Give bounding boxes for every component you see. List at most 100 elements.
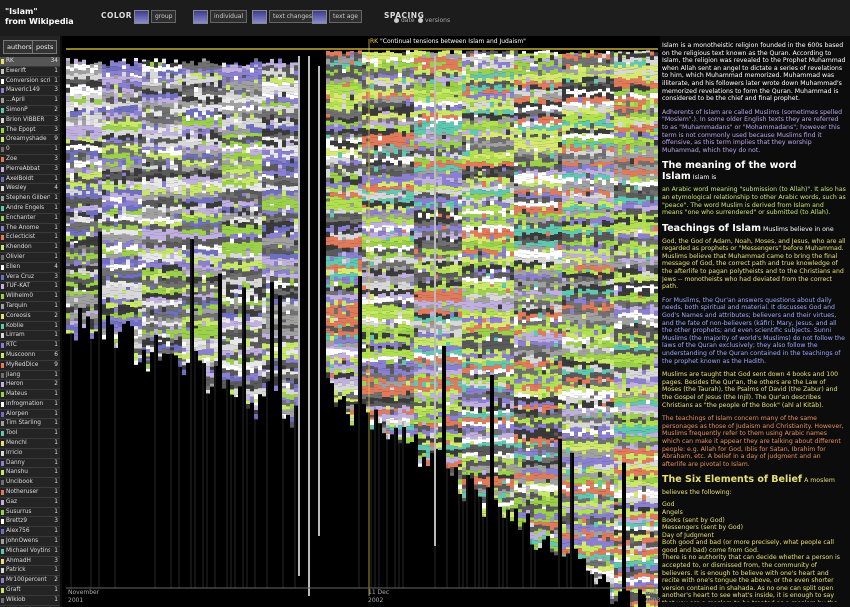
text-segment <box>70 130 74 134</box>
text-segment <box>182 250 186 254</box>
author-row[interactable]: ...April 1 <box>0 96 60 106</box>
text-segment <box>138 351 142 355</box>
author-row[interactable]: Tool 1 <box>0 429 60 440</box>
author-row[interactable]: PierreAbbat 3 <box>0 165 60 175</box>
text-segment <box>74 157 78 161</box>
author-row[interactable]: Eclecticist 1 <box>0 233 60 244</box>
author-row[interactable]: Nanshu 1 <box>0 468 60 479</box>
author-row[interactable]: Jiang 1 <box>0 371 60 381</box>
author-row[interactable]: Wesley 4 <box>0 184 60 195</box>
author-row[interactable]: MyRedDice 9 <box>0 361 60 371</box>
author-row[interactable]: Danny 1 <box>0 459 60 469</box>
text-segment <box>126 79 130 83</box>
color-option[interactable]: text age <box>312 9 362 24</box>
author-row[interactable]: Gaz 1 <box>0 498 60 508</box>
text-segment <box>154 116 158 119</box>
text-segment <box>110 302 114 309</box>
text-segment <box>222 304 226 309</box>
author-row[interactable]: TUF-KAT 1 <box>0 282 60 293</box>
text-segment <box>122 192 126 198</box>
author-row[interactable]: Coreosis 2 <box>0 312 60 322</box>
author-row[interactable]: Mateus 1 <box>0 390 60 400</box>
author-row[interactable]: Brion VIBBER 3 <box>0 116 60 126</box>
text-segment <box>266 234 270 238</box>
text-segment <box>174 294 178 300</box>
spacing-radio[interactable]: versions <box>418 17 450 24</box>
text-segment <box>234 212 238 217</box>
author-row[interactable]: Andre Engels 1 <box>0 204 60 214</box>
text-segment <box>250 124 254 128</box>
author-row[interactable]: RTC 1 <box>0 341 60 351</box>
author-row[interactable]: Alex756 1 <box>0 527 60 538</box>
author-row[interactable]: Michael Voytinsky1 <box>0 547 60 557</box>
author-row[interactable]: Mr100percent 2 <box>0 576 60 587</box>
text-segment <box>286 113 290 117</box>
author-row[interactable]: Muscoonn 6 <box>0 351 60 361</box>
author-row[interactable]: Zoe 3 <box>0 155 60 165</box>
text-segment <box>326 346 330 349</box>
color-option[interactable]: individual <box>193 9 248 24</box>
text-segment <box>94 210 98 216</box>
tab[interactable]: authors <box>3 40 36 54</box>
author-row[interactable]: Lirram 1 <box>0 331 60 342</box>
author-row[interactable]: Alorpen 1 <box>0 410 60 420</box>
text-segment <box>242 84 246 89</box>
author-row[interactable]: Brettz9 3 <box>0 517 60 528</box>
author-row[interactable]: Notheruser 1 <box>0 488 60 498</box>
author-row[interactable]: Menchi 1 <box>0 439 60 449</box>
author-row[interactable]: Enchanter 1 <box>0 214 60 224</box>
author-row[interactable]: Koblie 1 <box>0 322 60 332</box>
author-row[interactable]: Infrogmation 1 <box>0 400 60 410</box>
author-row[interactable]: Olivier 1 <box>0 253 60 263</box>
author-swatch <box>1 460 4 466</box>
author-row[interactable]: RK 34 <box>0 57 60 67</box>
author-row[interactable]: Khendon 1 <box>0 243 60 253</box>
author-row[interactable]: Ellen 4 <box>0 263 60 273</box>
tab[interactable]: posts <box>32 40 58 54</box>
author-row[interactable]: JohnOwens 1 <box>0 537 60 547</box>
text-segment <box>182 280 186 283</box>
author-row[interactable]: Wikiob 1 <box>0 596 60 606</box>
spacing-radio[interactable]: date <box>394 17 415 24</box>
text-segment <box>274 296 278 300</box>
text-segment <box>118 87 122 93</box>
author-row[interactable]: Tim Starling 1 <box>0 419 60 430</box>
author-row[interactable]: The Epopt 3 <box>0 126 60 136</box>
text-segment <box>178 293 182 298</box>
text-segment <box>114 201 118 205</box>
author-row[interactable]: SimonP 2 <box>0 106 60 116</box>
text-segment <box>282 353 286 356</box>
author-row[interactable]: AxelBoldt 1 <box>0 175 60 185</box>
color-option[interactable]: text changes <box>252 9 316 24</box>
text-segment <box>182 140 186 147</box>
author-row[interactable]: Wilhelm0 1 <box>0 292 60 302</box>
author-row[interactable]: Irricio 1 <box>0 449 60 459</box>
author-row[interactable]: Conversion script1 <box>0 77 60 87</box>
author-count: 1 <box>54 342 58 349</box>
author-row[interactable]: Uncibook 1 <box>0 478 60 489</box>
author-row[interactable]: AhmadH 3 <box>0 557 60 567</box>
author-row[interactable]: The Anome 1 <box>0 224 60 234</box>
author-row[interactable]: Vera Cruz 3 <box>0 273 60 283</box>
author-row[interactable]: Graft 1 <box>0 586 60 596</box>
author-row[interactable]: Maveric149 3 <box>0 86 60 97</box>
author-row[interactable]: Heron 2 <box>0 380 60 391</box>
text-segment <box>346 224 350 230</box>
text-segment <box>210 213 214 218</box>
text-segment <box>82 156 86 162</box>
text-segment <box>254 99 258 102</box>
author-row[interactable]: Oreamyshade 9 <box>0 135 60 146</box>
author-row[interactable]: Tarquin 1 <box>0 302 60 312</box>
text-segment <box>78 89 82 94</box>
author-row[interactable]: Stephen Gilbert 1 <box>0 194 60 204</box>
text-segment <box>114 290 118 296</box>
author-count: 4 <box>54 263 58 270</box>
color-option[interactable]: group <box>134 9 177 24</box>
author-row[interactable]: Susurrus 1 <box>0 508 60 518</box>
text-segment <box>290 359 294 363</box>
text-segment <box>82 203 86 206</box>
author-row[interactable]: Patrick 1 <box>0 566 60 577</box>
author-row[interactable]: Ewerift 1 <box>0 67 60 77</box>
text-segment <box>130 274 134 279</box>
